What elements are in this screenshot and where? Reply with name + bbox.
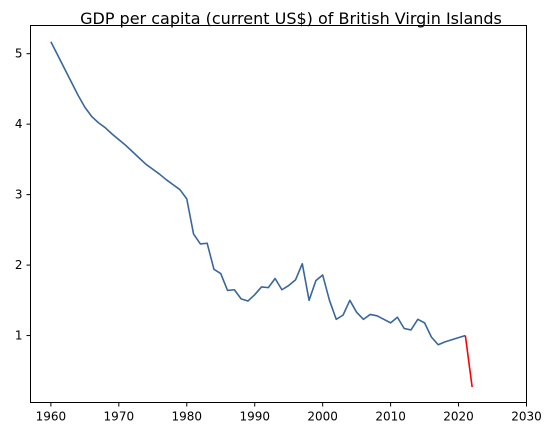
- x-tick-label: 1980: [172, 410, 203, 424]
- y-tick-label: 2: [15, 258, 23, 272]
- y-axis: 1 2 3 4 5: [15, 47, 31, 343]
- series-line-0: [50, 41, 466, 346]
- x-tick-label: 2030: [511, 410, 542, 424]
- x-axis: 1960 1970 1980 1990 2000 2010 2020 2030: [36, 402, 542, 424]
- series-line-1: [464, 335, 473, 388]
- y-tick-label: 4: [15, 117, 23, 131]
- x-tick-label: 1960: [36, 410, 67, 424]
- axes-frame: [30, 25, 527, 403]
- x-tick-label: 2010: [375, 410, 406, 424]
- x-tick-label: 2020: [443, 410, 474, 424]
- chart-title: GDP per capita (current US$) of British …: [80, 9, 502, 28]
- x-tick-label: 2000: [307, 410, 338, 424]
- plot-area: [50, 41, 473, 388]
- y-tick-label: 5: [15, 47, 23, 61]
- x-tick-label: 1990: [239, 410, 270, 424]
- y-tick-label: 3: [15, 188, 23, 202]
- x-tick-label: 1970: [104, 410, 135, 424]
- y-tick-label: 1: [15, 329, 23, 343]
